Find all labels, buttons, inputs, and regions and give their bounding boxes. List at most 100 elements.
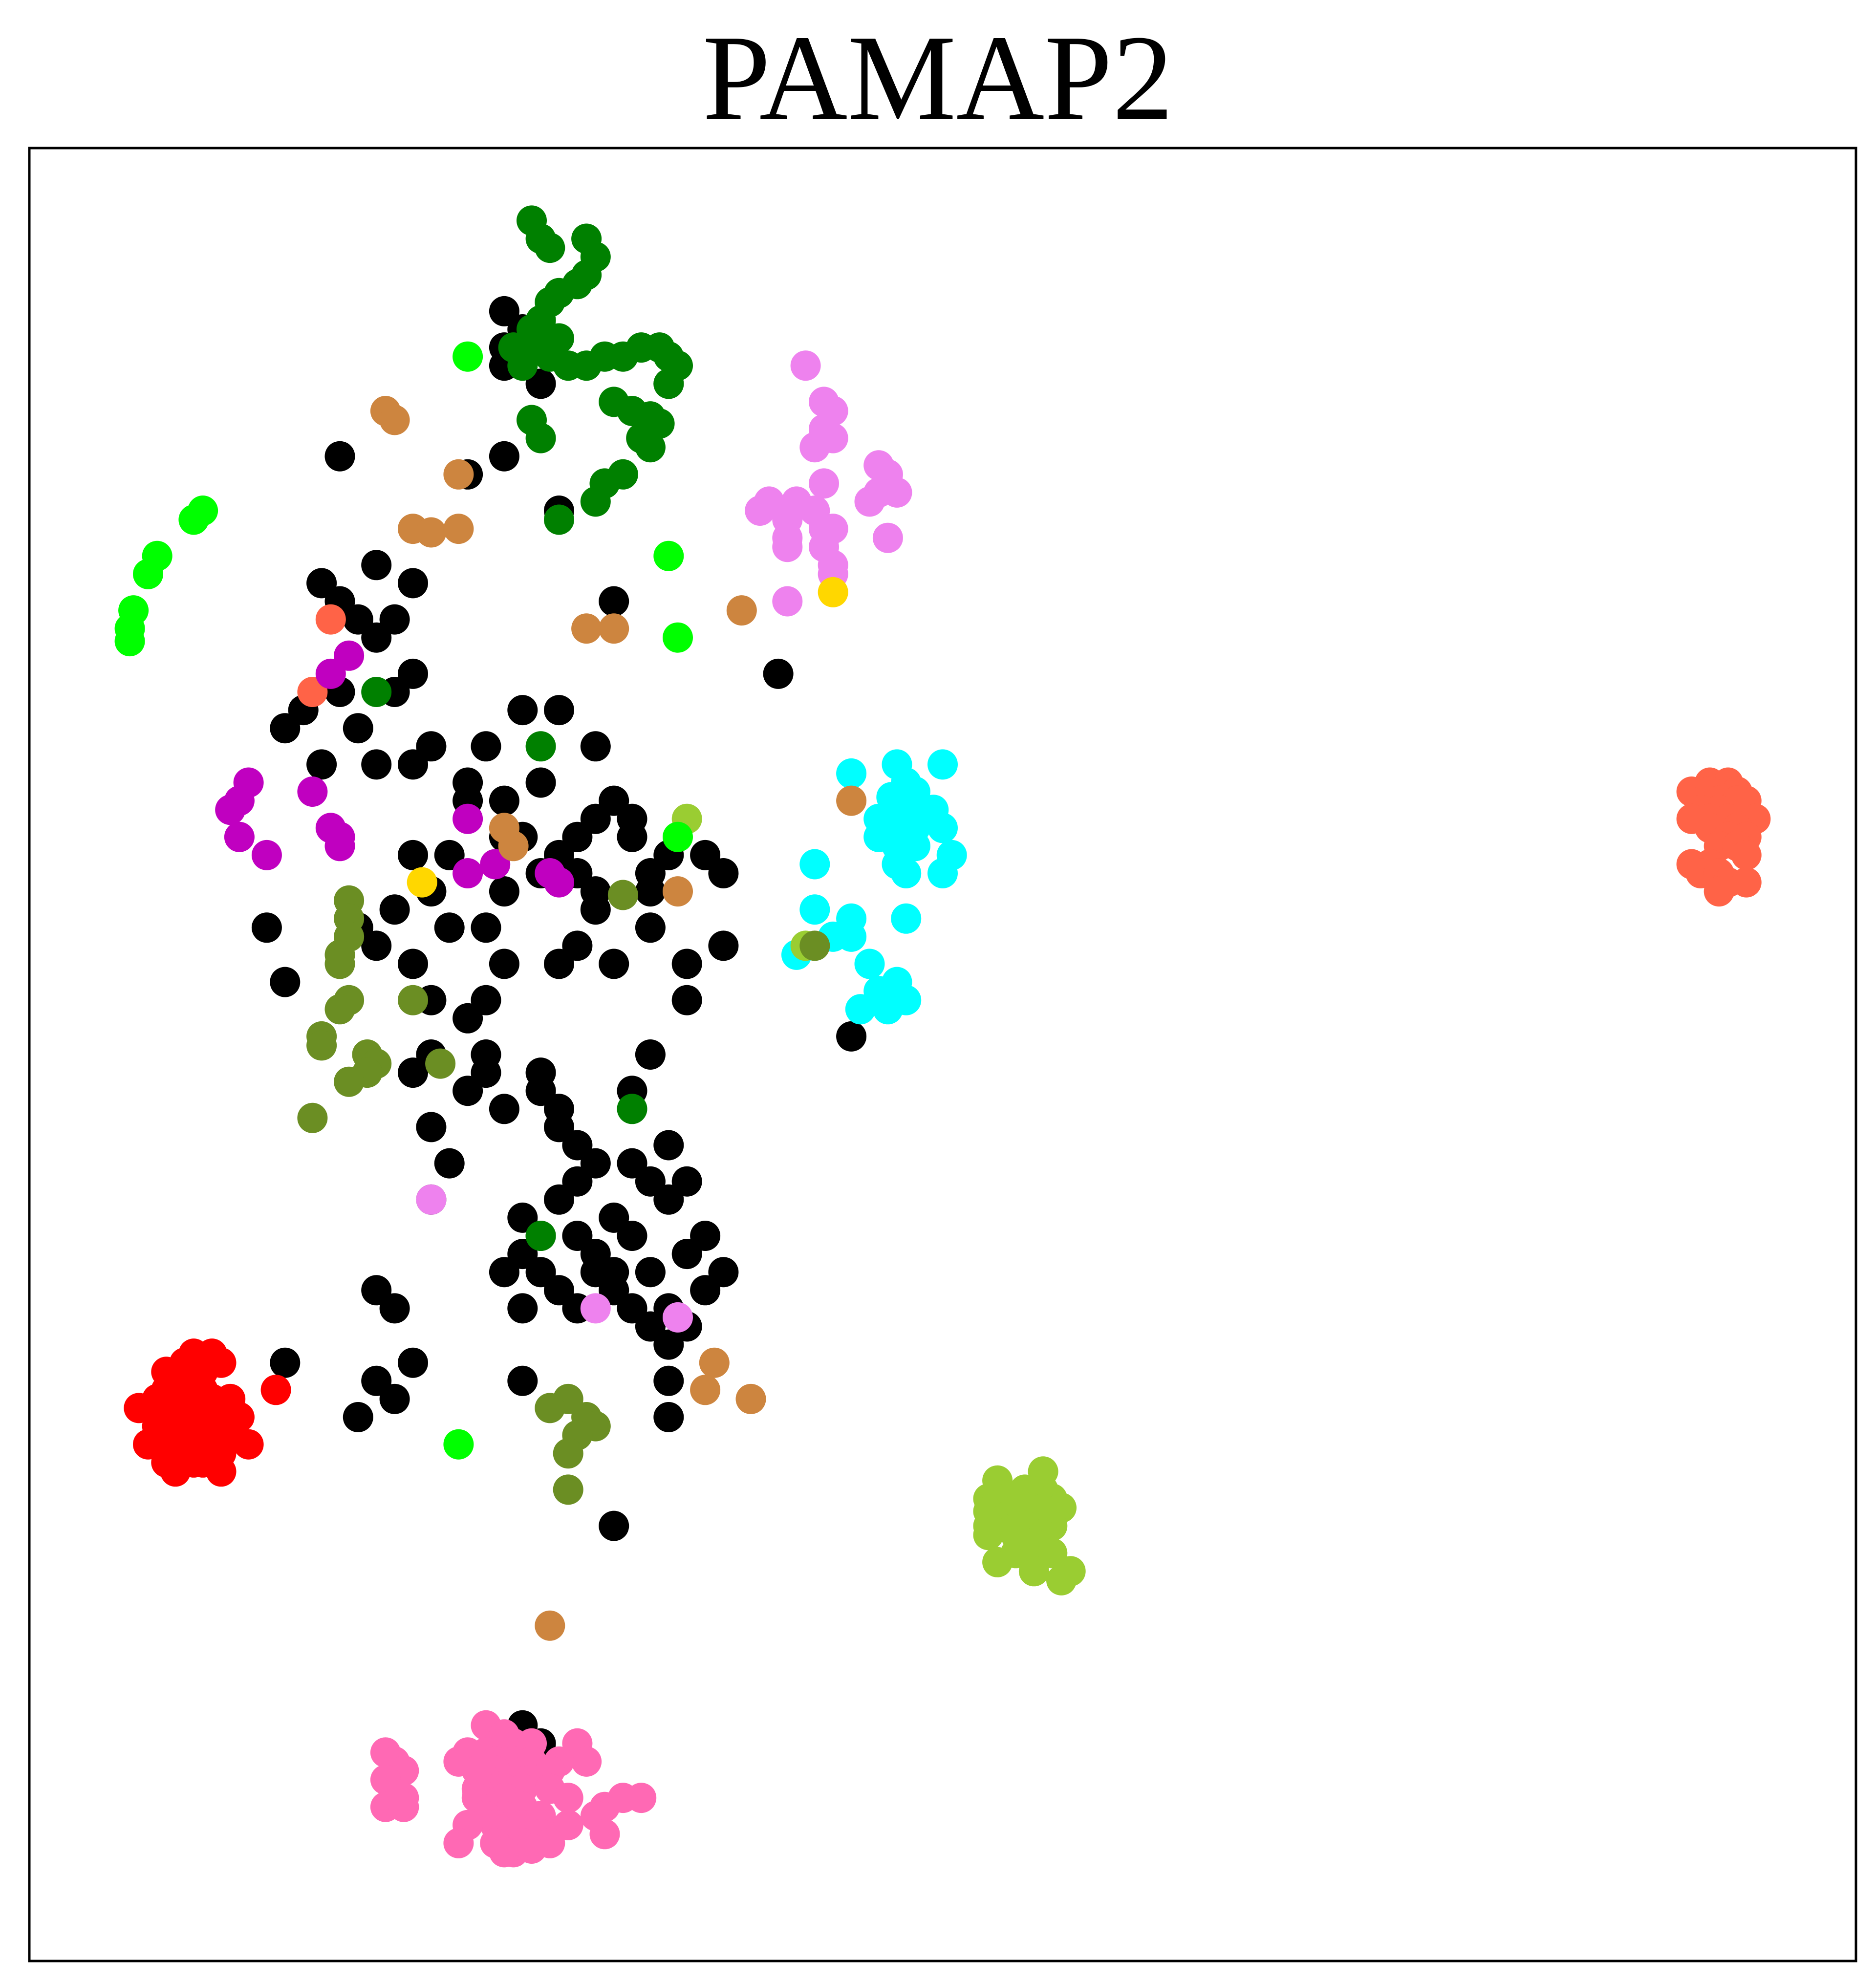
- data-point: [571, 613, 602, 644]
- data-point: [517, 405, 547, 435]
- points-layer: [114, 205, 1771, 1868]
- data-point: [297, 1102, 328, 1133]
- data-point: [251, 912, 282, 943]
- data-point: [324, 994, 355, 1025]
- data-point: [489, 1837, 519, 1868]
- series-10: [370, 396, 867, 1641]
- data-point: [407, 867, 437, 898]
- series-7: [370, 1710, 657, 1868]
- data-point: [799, 432, 830, 463]
- data-point: [663, 1302, 693, 1333]
- data-point: [361, 749, 392, 780]
- data-point: [544, 867, 574, 898]
- data-point: [324, 948, 355, 979]
- data-point: [416, 1112, 447, 1142]
- data-point: [434, 1148, 465, 1179]
- data-point: [836, 921, 867, 952]
- data-point: [607, 880, 638, 910]
- data-point: [233, 1429, 264, 1460]
- data-point: [315, 658, 346, 689]
- data-point: [626, 1783, 657, 1813]
- data-point: [799, 930, 830, 961]
- data-point: [735, 1383, 766, 1414]
- data-point: [297, 776, 328, 807]
- data-point: [882, 477, 912, 508]
- data-point: [453, 767, 483, 798]
- data-point: [891, 985, 922, 1015]
- data-point: [398, 985, 428, 1015]
- data-point: [663, 622, 693, 653]
- data-point: [416, 731, 447, 762]
- data-point: [398, 840, 428, 870]
- data-point: [324, 821, 355, 852]
- data-point: [635, 876, 666, 907]
- data-point: [663, 876, 693, 907]
- data-point: [599, 948, 629, 979]
- data-point: [772, 532, 803, 562]
- data-point: [580, 731, 611, 762]
- data-point: [617, 1293, 647, 1324]
- series-5: [124, 1338, 291, 1487]
- data-point: [927, 813, 958, 843]
- data-point: [617, 1094, 647, 1124]
- data-point: [498, 831, 529, 862]
- data-point: [635, 912, 666, 943]
- data-point: [973, 1510, 1004, 1541]
- data-point: [845, 994, 876, 1025]
- data-point: [443, 1828, 474, 1858]
- data-point: [653, 368, 684, 399]
- data-point: [580, 1293, 611, 1324]
- data-point: [790, 350, 821, 381]
- data-point: [525, 1257, 556, 1288]
- data-point: [388, 1791, 419, 1822]
- data-point: [471, 1039, 501, 1070]
- data-point: [453, 858, 483, 888]
- data-point: [178, 504, 209, 535]
- data-point: [599, 586, 629, 617]
- data-point: [535, 1610, 565, 1641]
- data-point: [1731, 840, 1762, 870]
- data-point: [215, 795, 246, 825]
- data-point: [571, 1746, 602, 1777]
- data-point: [489, 876, 519, 907]
- data-point: [544, 1184, 574, 1215]
- data-point: [114, 626, 145, 657]
- data-point: [854, 486, 885, 517]
- data-point: [489, 1094, 519, 1124]
- data-point: [708, 1257, 739, 1288]
- data-point: [653, 1130, 684, 1161]
- data-point: [507, 350, 538, 381]
- data-point: [726, 595, 757, 626]
- data-point: [489, 1257, 519, 1288]
- data-point: [635, 1257, 666, 1288]
- data-point: [544, 504, 574, 535]
- data-point: [836, 1021, 867, 1052]
- series-2: [416, 350, 912, 1333]
- data-point: [379, 604, 410, 635]
- data-point: [653, 1365, 684, 1396]
- data-point: [334, 1066, 365, 1097]
- data-point: [398, 568, 428, 599]
- series-12: [407, 577, 848, 898]
- data-point: [690, 1375, 721, 1405]
- data-point: [809, 468, 839, 499]
- data-point: [690, 1221, 721, 1251]
- data-point: [361, 677, 392, 707]
- data-point: [891, 903, 922, 934]
- data-point: [1046, 1565, 1077, 1595]
- data-point: [507, 1293, 538, 1324]
- data-point: [453, 1076, 483, 1106]
- data-point: [599, 613, 629, 644]
- series-3: [781, 749, 967, 1025]
- data-point: [836, 758, 867, 789]
- data-point: [206, 1456, 237, 1487]
- data-point: [270, 967, 301, 997]
- data-point: [708, 930, 739, 961]
- data-point: [270, 713, 301, 744]
- data-point: [553, 1474, 583, 1505]
- data-point: [553, 1438, 583, 1469]
- series-11: [297, 880, 830, 1505]
- data-point: [260, 1375, 291, 1405]
- data-point: [763, 658, 794, 689]
- data-point: [251, 840, 282, 870]
